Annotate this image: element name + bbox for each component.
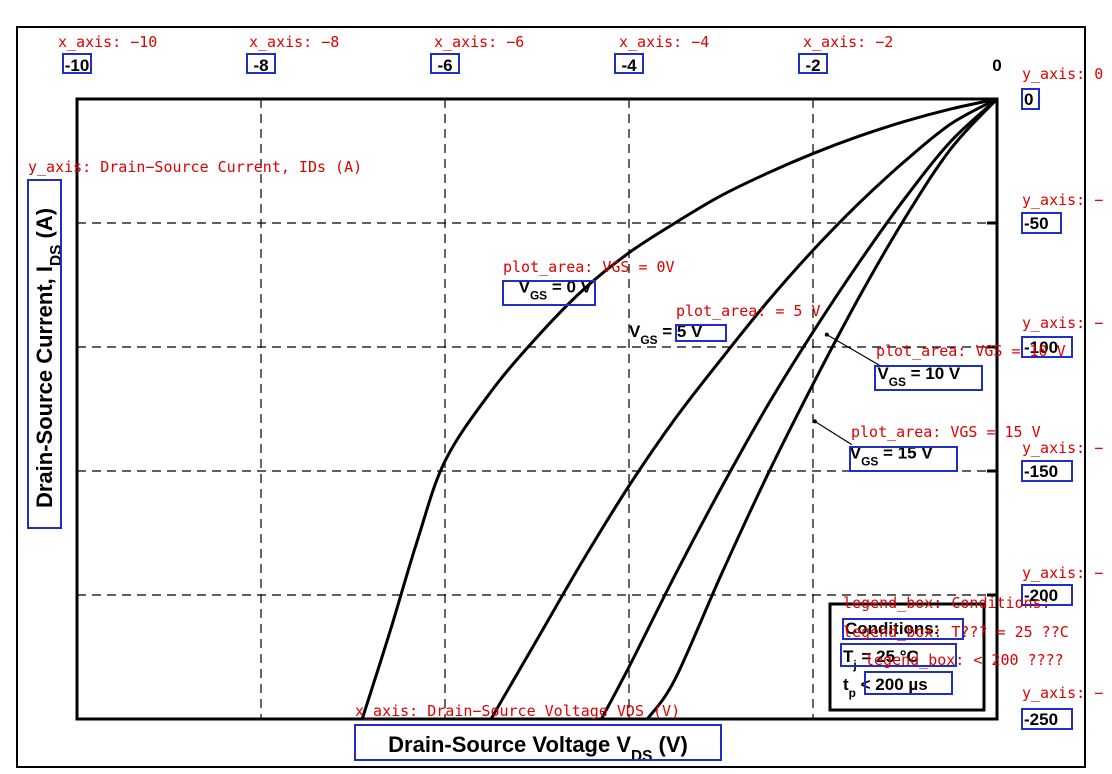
x-tick-label: 0	[992, 56, 1001, 75]
annotation-label: y_axis: −	[1022, 314, 1103, 332]
annotation-label: y_axis: 0	[1022, 65, 1103, 83]
curve-label: VGS = 15 V	[850, 444, 934, 469]
y-axis-title-box	[27, 179, 62, 529]
annotations: x_axis: −10 x_axis: −8 x_axis: −6 x_axis: −…	[28, 33, 1103, 720]
y-tick-label-box	[1021, 584, 1073, 606]
x-tick-label-box	[62, 53, 92, 74]
x-tick-label-box	[614, 53, 644, 74]
curve-label-box	[849, 446, 958, 472]
y-tick-label-box	[1021, 336, 1073, 358]
annotation-label: x_axis: −10	[58, 33, 157, 51]
y-tick-label: -50	[1024, 214, 1049, 233]
y-tick-label-box	[1021, 212, 1062, 234]
series-line	[646, 97, 999, 720]
y-tick-label-box	[1021, 460, 1073, 482]
legend-item-box	[840, 643, 957, 667]
x-tick-label: -10	[65, 56, 90, 75]
series-line	[360, 97, 998, 720]
y-tick-label: -200	[1024, 586, 1058, 605]
x-tick-label: -8	[253, 56, 268, 75]
x-tick-label-box	[246, 53, 276, 74]
annotation-label: x_axis: −8	[249, 33, 339, 51]
annotation-label: plot_area: VGS = 15 V	[851, 423, 1041, 441]
legend-title: Conditions:	[845, 619, 939, 638]
annotation-label: y_axis: −	[1022, 564, 1103, 582]
curves	[360, 97, 999, 720]
curve-label: VGS = 0 V	[519, 277, 593, 302]
x-tick-label: -6	[437, 56, 452, 75]
x-tick-label: -2	[805, 56, 820, 75]
annotation-label: x_axis: −4	[619, 33, 709, 51]
legend-box: Conditions: Tj = 25 °Ctp < 200 µs	[828, 602, 986, 712]
y-tick-label: -100	[1024, 338, 1058, 357]
legend-frame	[828, 602, 986, 712]
annotation-label: y_axis: −	[1022, 191, 1103, 209]
x-axis-title: Drain-Source Voltage VDS (V)	[388, 732, 688, 765]
curve-label-box	[874, 365, 983, 391]
curve-label: VGS = 5 V	[629, 322, 703, 347]
x-tick-label-box	[798, 53, 828, 74]
annotation-label: legend_box: Conditions:	[843, 594, 1051, 612]
leader-tip	[812, 419, 817, 424]
legend-item-box	[864, 671, 953, 695]
y-tick-labels: 0 -50 -100 -150 -200 -250	[1021, 88, 1073, 730]
legend-items: Tj = 25 °Ctp < 200 µs	[840, 618, 964, 700]
y-tick-label-box	[1021, 88, 1040, 110]
x-tick-label: -4	[621, 56, 637, 75]
curve-label-leader	[814, 420, 853, 446]
annotation-label: x_axis: Drain−Source Voltage VDS (V)	[355, 702, 680, 720]
annotation-label: y_axis: −	[1022, 439, 1103, 457]
annotation-label: plot_area: = 5 V	[676, 302, 821, 320]
y-axis-title: Drain-Source Current, IDS (A)	[32, 208, 65, 508]
curve-label-box	[675, 324, 727, 342]
curve-label: VGS = 10 V	[877, 364, 961, 389]
annotation-label: y_axis: Drain−Source Current, IDs (A)	[28, 158, 362, 176]
series-line	[489, 97, 998, 720]
annotation-label: y_axis: −	[1022, 684, 1103, 702]
x-tick-label-box	[430, 53, 460, 74]
curve-labels: VGS = 0 V VGS = 5 V VGS = 10 V VGS = 15 V	[502, 277, 983, 472]
y-tick-label: -250	[1024, 710, 1058, 729]
annotation-label: legend_box: < 200 ????	[865, 651, 1064, 669]
annotation-label: legend_box: T??? = 25 ??C	[843, 623, 1069, 641]
x-tick-labels: -10 -8 -6 -4 -2 0	[62, 53, 1002, 75]
curve-label-leader	[826, 334, 880, 366]
series-line	[600, 97, 999, 720]
annotation-label: x_axis: −6	[434, 33, 524, 51]
y-tick-label: 0	[1024, 90, 1033, 109]
plot-frame	[75, 97, 999, 721]
annotation-label: plot_area: VGS = 10 V	[876, 342, 1066, 360]
leader-tip	[824, 332, 829, 337]
y-tick-label-box	[1021, 708, 1073, 730]
annotation-label: x_axis: −2	[803, 33, 893, 51]
legend-item: tp < 200 µs	[843, 675, 928, 700]
curve-label-box	[502, 280, 596, 306]
legend-title-box	[842, 618, 964, 640]
x-axis-title-box	[354, 724, 722, 761]
annotation-label: plot_area: VGS = 0V	[503, 258, 675, 276]
y-tick-label: -150	[1024, 462, 1058, 481]
